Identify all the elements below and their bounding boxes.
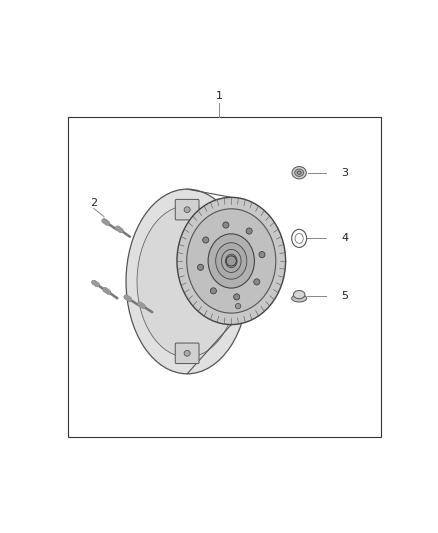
Ellipse shape [254, 279, 260, 285]
Ellipse shape [226, 254, 237, 268]
FancyBboxPatch shape [175, 343, 199, 364]
Ellipse shape [215, 243, 247, 279]
Ellipse shape [126, 189, 248, 374]
Ellipse shape [222, 249, 241, 272]
Text: 4: 4 [342, 233, 349, 244]
Ellipse shape [226, 256, 237, 266]
Ellipse shape [184, 207, 190, 213]
FancyBboxPatch shape [175, 199, 199, 220]
Ellipse shape [233, 294, 240, 300]
Ellipse shape [208, 234, 254, 288]
Ellipse shape [184, 350, 190, 356]
Ellipse shape [187, 209, 276, 313]
Ellipse shape [246, 228, 252, 234]
Text: 3: 3 [342, 168, 349, 177]
Ellipse shape [293, 290, 305, 298]
Ellipse shape [198, 264, 204, 270]
Text: 1: 1 [216, 91, 223, 101]
Ellipse shape [177, 197, 286, 325]
Ellipse shape [203, 237, 209, 243]
Bar [68, 117, 381, 438]
Ellipse shape [137, 206, 237, 357]
Ellipse shape [292, 166, 306, 179]
Ellipse shape [297, 171, 301, 174]
Ellipse shape [295, 169, 304, 176]
Text: 5: 5 [342, 291, 349, 301]
Ellipse shape [292, 295, 307, 302]
Text: 2: 2 [90, 198, 97, 207]
Ellipse shape [210, 288, 216, 294]
Ellipse shape [235, 303, 241, 309]
Ellipse shape [259, 252, 265, 257]
Ellipse shape [223, 222, 229, 228]
